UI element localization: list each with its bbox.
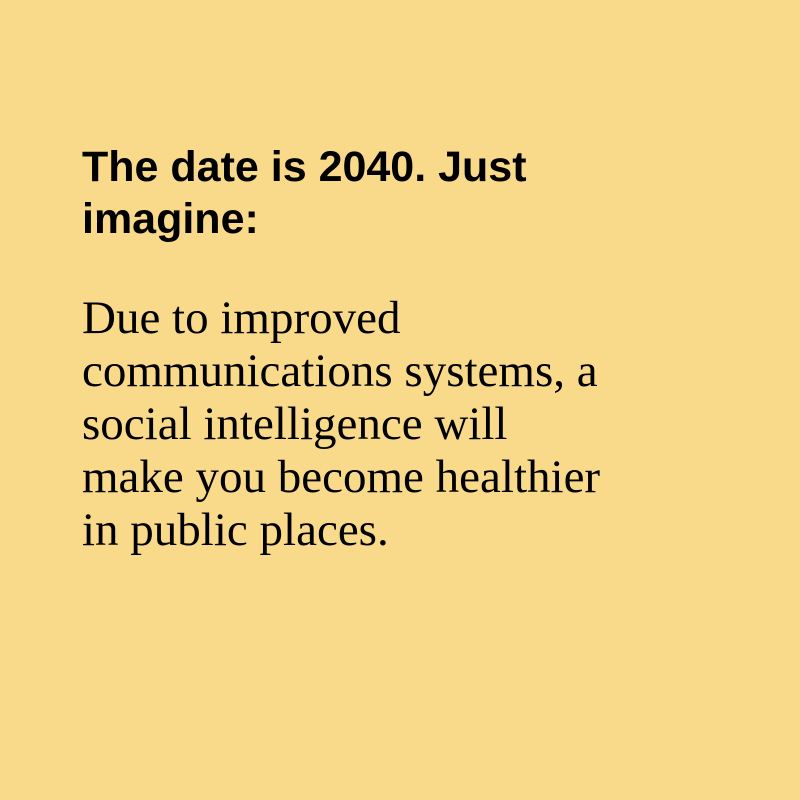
body-line: make you become healthier (82, 451, 601, 503)
headline: The date is 2040. Just imagine: (82, 141, 722, 245)
body-line: social intelligence will (82, 398, 508, 450)
body-line: communications systems, a (82, 345, 598, 397)
body-line: Due to improved (82, 292, 401, 344)
body-text: Due to improved communications systems, … (82, 292, 762, 557)
body-line: in public places. (82, 504, 389, 556)
headline-line: imagine: (82, 195, 259, 243)
headline-line: The date is 2040. Just (82, 143, 527, 191)
